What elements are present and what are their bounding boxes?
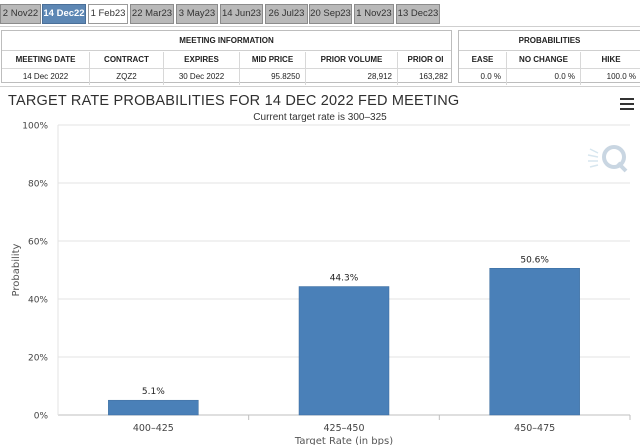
expires-value: 30 Dec 2022 xyxy=(164,69,240,85)
contract-value: ZQZ2 xyxy=(90,69,164,85)
probabilities-header: PROBABILITIES xyxy=(459,31,640,51)
col-meeting-date: MEETING DATE xyxy=(2,52,90,68)
x-tick-label: 450–475 xyxy=(514,423,555,434)
x-axis-title: Target Rate (in bps) xyxy=(294,436,393,445)
hamburger-menu-icon[interactable] xyxy=(620,98,634,110)
tab-13-dec23[interactable]: 13 Dec23 xyxy=(396,4,440,24)
tab-26-jul23[interactable]: 26 Jul23 xyxy=(265,4,308,24)
mid-price-value: 95.8250 xyxy=(240,69,306,85)
prior-volume-value: 28,912 xyxy=(306,69,398,85)
no-change-value: 0.0 % xyxy=(507,69,581,85)
meeting-information-column-headers: MEETING DATE CONTRACT EXPIRES MID PRICE … xyxy=(2,52,451,68)
probabilities-row: 0.0 % 0.0 % 100.0 % xyxy=(459,68,640,85)
bar-425-450 xyxy=(298,286,390,416)
probabilities-column-headers: EASE NO CHANGE HIKE xyxy=(459,52,640,68)
data-label: 50.6% xyxy=(520,255,549,265)
probabilities-table: PROBABILITIES EASE NO CHANGE HIKE 0.0 % … xyxy=(458,30,640,85)
y-tick-label: 80% xyxy=(28,180,48,190)
y-tick-label: 40% xyxy=(28,296,48,306)
chart-title: TARGET RATE PROBABILITIES FOR 14 DEC 202… xyxy=(8,93,460,109)
col-expires: EXPIRES xyxy=(164,52,240,68)
hike-value: 100.0 % xyxy=(606,72,636,81)
col-prior-volume: PRIOR VOLUME xyxy=(306,52,398,68)
y-tick-label: 100% xyxy=(22,122,48,132)
col-contract: CONTRACT xyxy=(90,52,164,68)
meeting-information-header: MEETING INFORMATION xyxy=(2,31,451,51)
x-tick-label: 425–450 xyxy=(323,423,364,434)
y-axis-title: Probability xyxy=(11,243,22,296)
tab-3-may23[interactable]: 3 May23 xyxy=(176,4,218,24)
tab-14-dec22[interactable]: 14 Dec22 xyxy=(42,4,86,24)
col-no-change: NO CHANGE xyxy=(507,52,581,68)
tab-22-mar23[interactable]: 22 Mar23 xyxy=(130,4,174,24)
chart-subtitle: Current target rate is 300–325 xyxy=(253,112,387,123)
prior-oi-value: 163,282 xyxy=(419,72,448,81)
col-prior-oi: PRIOR OI xyxy=(407,55,444,64)
col-ease: EASE xyxy=(459,52,507,68)
bar-chart: 0% 20% 40% 60% 80% 100% 5.1% 400–425 44.3% 425–45… xyxy=(11,122,631,445)
bar-400-425 xyxy=(108,399,199,416)
tab-14-jun23[interactable]: 14 Jun23 xyxy=(220,4,263,24)
y-tick-label: 20% xyxy=(28,354,48,364)
data-label: 44.3% xyxy=(330,274,359,284)
tab-1-nov23[interactable]: 1 Nov23 xyxy=(354,4,394,24)
y-tick-label: 60% xyxy=(28,238,48,248)
meeting-date-value: 14 Dec 2022 xyxy=(2,69,90,85)
col-mid-price: MID PRICE xyxy=(240,52,306,68)
chart-container: TARGET RATE PROBABILITIES FOR 14 DEC 202… xyxy=(0,86,640,445)
tab-1-feb23[interactable]: 1 Feb23 xyxy=(88,4,128,24)
meeting-information-row: 14 Dec 2022 ZQZ2 30 Dec 2022 95.8250 28,… xyxy=(2,68,451,85)
data-label: 5.1% xyxy=(142,387,165,397)
ease-value: 0.0 % xyxy=(459,69,507,85)
y-tick-label: 0% xyxy=(34,412,49,422)
meeting-information-table: MEETING INFORMATION MEETING DATE CONTRAC… xyxy=(1,30,452,85)
meeting-tabs: 2 Nov22 14 Dec22 1 Feb23 22 Mar23 3 May23 14 … xyxy=(0,0,640,27)
tab-2-nov22[interactable]: 2 Nov22 xyxy=(0,4,41,24)
col-hike: HIKE xyxy=(601,55,621,64)
bar-450-475 xyxy=(489,268,580,416)
x-tick-label: 400–425 xyxy=(133,423,174,434)
tab-20-sep23[interactable]: 20 Sep23 xyxy=(309,4,352,24)
watermark-logo-icon xyxy=(587,145,628,173)
